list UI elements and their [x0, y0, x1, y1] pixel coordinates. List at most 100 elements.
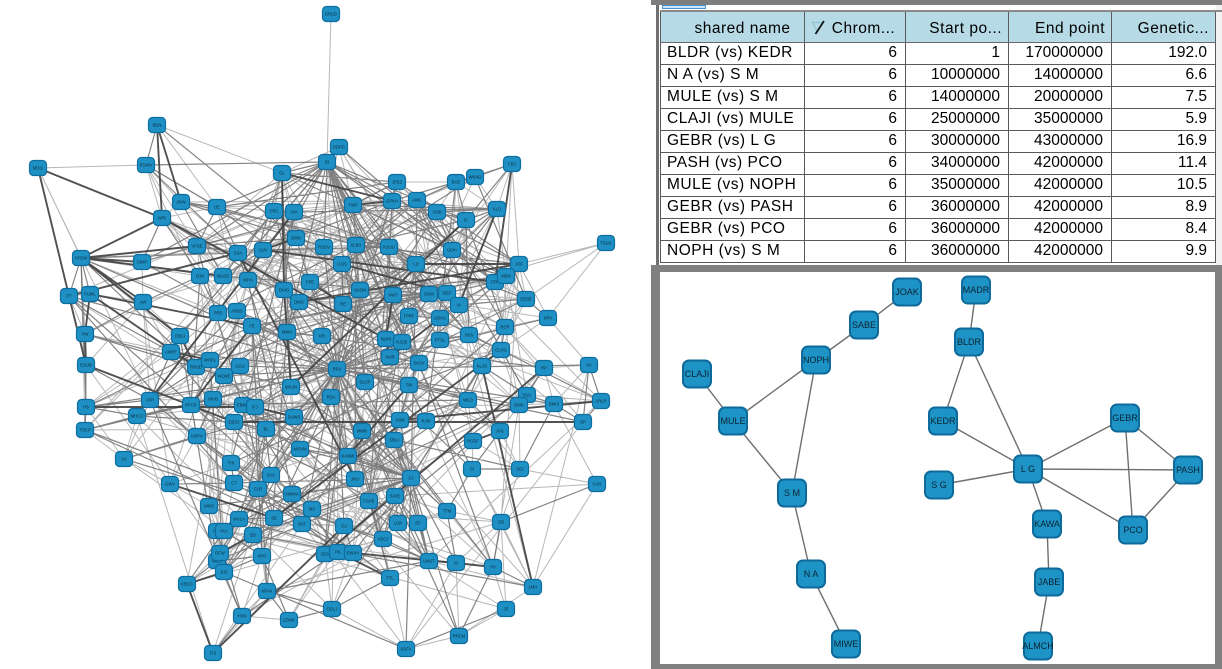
svg-text:KJOE: KJOE — [397, 340, 408, 345]
svg-text:SABE: SABE — [852, 320, 876, 330]
svg-text:EBWB: EBWB — [237, 403, 250, 408]
svg-text:VFR: VFR — [146, 398, 154, 403]
svg-text:DMIS: DMIS — [549, 402, 560, 407]
svg-text:SBAI: SBAI — [389, 438, 399, 443]
svg-text:SJVE: SJVE — [390, 494, 401, 499]
svg-text:DFW: DFW — [215, 551, 225, 556]
svg-text:KAWA: KAWA — [1034, 519, 1060, 529]
svg-text:JUC: JUC — [220, 570, 228, 575]
svg-text:HKIB: HKIB — [208, 397, 218, 402]
svg-text:FUML: FUML — [84, 292, 96, 297]
svg-text:GEBR: GEBR — [1112, 413, 1138, 423]
svg-text:KLO: KLO — [493, 207, 502, 212]
svg-text:BL: BL — [263, 427, 269, 432]
svg-text:PFCP: PFCP — [185, 403, 196, 408]
svg-text:WVLA: WVLA — [233, 517, 245, 522]
svg-text:AWRT: AWRT — [165, 350, 178, 355]
svg-text:WSJN: WSJN — [285, 385, 297, 390]
svg-text:DMN: DMN — [291, 236, 301, 241]
svg-text:SIEF: SIEF — [442, 291, 452, 296]
svg-text:IA: IA — [457, 303, 461, 308]
svg-text:CRC: CRC — [269, 209, 278, 214]
svg-text:UOH: UOH — [447, 248, 456, 253]
svg-text:IVH: IVH — [291, 210, 298, 215]
svg-text:VSM: VSM — [395, 418, 405, 423]
svg-text:RE: RE — [340, 302, 346, 307]
svg-text:SAV: SAV — [267, 473, 275, 478]
svg-text:WHA: WHA — [243, 278, 253, 283]
svg-text:UE: UE — [214, 205, 220, 210]
svg-text:BWK: BWK — [514, 403, 524, 408]
svg-text:CLHG: CLHG — [495, 348, 507, 353]
svg-text:CJ: CJ — [408, 476, 413, 481]
svg-text:AWC: AWC — [412, 198, 422, 203]
svg-text:MADR: MADR — [963, 285, 990, 295]
svg-text:ALMCH: ALMCH — [1022, 641, 1054, 651]
svg-text:JOF: JOF — [515, 262, 523, 267]
svg-text:VA: VA — [586, 363, 591, 368]
svg-text:BDN: BDN — [153, 123, 162, 128]
svg-text:PASH: PASH — [1176, 465, 1200, 475]
svg-text:UUV: UUV — [259, 248, 268, 253]
svg-text:PK: PK — [335, 550, 341, 555]
svg-text:GL: GL — [279, 171, 285, 176]
svg-text:RRUD: RRUD — [190, 365, 202, 370]
svg-text:FFR: FFR — [491, 280, 499, 285]
svg-text:WLWE: WLWE — [218, 374, 231, 379]
svg-text:HUI: HUI — [220, 529, 227, 534]
svg-text:GPKH: GPKH — [386, 199, 398, 204]
svg-text:DUWS: DUWS — [288, 415, 301, 420]
svg-text:SA: SA — [121, 457, 127, 462]
svg-text:RRCM: RRCM — [453, 634, 466, 639]
svg-text:MMN: MMN — [357, 429, 367, 434]
svg-text:MULE: MULE — [720, 416, 745, 426]
svg-text:PT: PT — [66, 294, 72, 299]
svg-text:MOVM: MOVM — [293, 447, 307, 452]
svg-text:GI: GI — [325, 160, 329, 165]
svg-text:LMH: LMH — [529, 585, 538, 590]
svg-text:FDN: FDN — [196, 274, 205, 279]
svg-text:KSUU: KSUU — [383, 245, 395, 250]
svg-text:DMG: DMG — [294, 300, 304, 305]
svg-text:L G: L G — [1021, 464, 1035, 474]
svg-text:BAT: BAT — [298, 522, 306, 527]
svg-text:VSCJ: VSCJ — [378, 537, 389, 542]
svg-text:BAE: BAE — [452, 180, 461, 185]
svg-text:TTM: TTM — [443, 509, 452, 514]
svg-text:PV: PV — [490, 565, 496, 570]
svg-text:GWV: GWV — [165, 482, 175, 487]
svg-text:KFDM: KFDM — [75, 256, 87, 261]
svg-text:OBCI: OBCI — [175, 334, 185, 339]
svg-text:VFDE: VFDE — [191, 244, 202, 249]
svg-text:KBCC: KBCC — [181, 582, 193, 587]
svg-text:WLOD: WLOD — [217, 274, 230, 279]
svg-text:RCDF: RCDF — [467, 439, 479, 444]
svg-text:NOPH: NOPH — [803, 355, 829, 365]
svg-text:BS: BS — [250, 533, 256, 538]
svg-text:MBN: MBN — [501, 274, 510, 279]
svg-text:NSS: NSS — [465, 333, 474, 338]
svg-text:FPE: FPE — [306, 280, 314, 285]
svg-text:CT: CT — [231, 481, 237, 486]
svg-text:EWVH: EWVH — [347, 551, 360, 556]
svg-text:RJW: RJW — [421, 419, 430, 424]
svg-text:WND: WND — [204, 504, 214, 509]
svg-text:OP: OP — [580, 420, 586, 425]
svg-text:OOW: OOW — [424, 292, 435, 297]
svg-text:MHCO: MHCO — [131, 414, 145, 419]
svg-text:JWJ: JWJ — [351, 477, 359, 482]
svg-text:JOAK: JOAK — [895, 287, 919, 297]
svg-text:IDG: IDG — [321, 552, 328, 557]
svg-text:CAR: CAR — [593, 482, 602, 487]
svg-text:RDA: RDA — [327, 395, 336, 400]
svg-text:CLAJI: CLAJI — [685, 369, 710, 379]
svg-text:RSV: RSV — [333, 367, 342, 372]
svg-text:WHPL: WHPL — [204, 358, 217, 363]
svg-text:SSA: SSA — [234, 251, 243, 256]
svg-text:LVJS: LVJS — [337, 262, 347, 267]
svg-text:HW: HW — [82, 332, 89, 337]
svg-text:IFJ: IFJ — [252, 405, 258, 410]
svg-text:DIUG: DIUG — [279, 288, 289, 293]
svg-text:GGU: GGU — [235, 364, 245, 369]
svg-text:RSGV: RSGV — [318, 245, 330, 250]
